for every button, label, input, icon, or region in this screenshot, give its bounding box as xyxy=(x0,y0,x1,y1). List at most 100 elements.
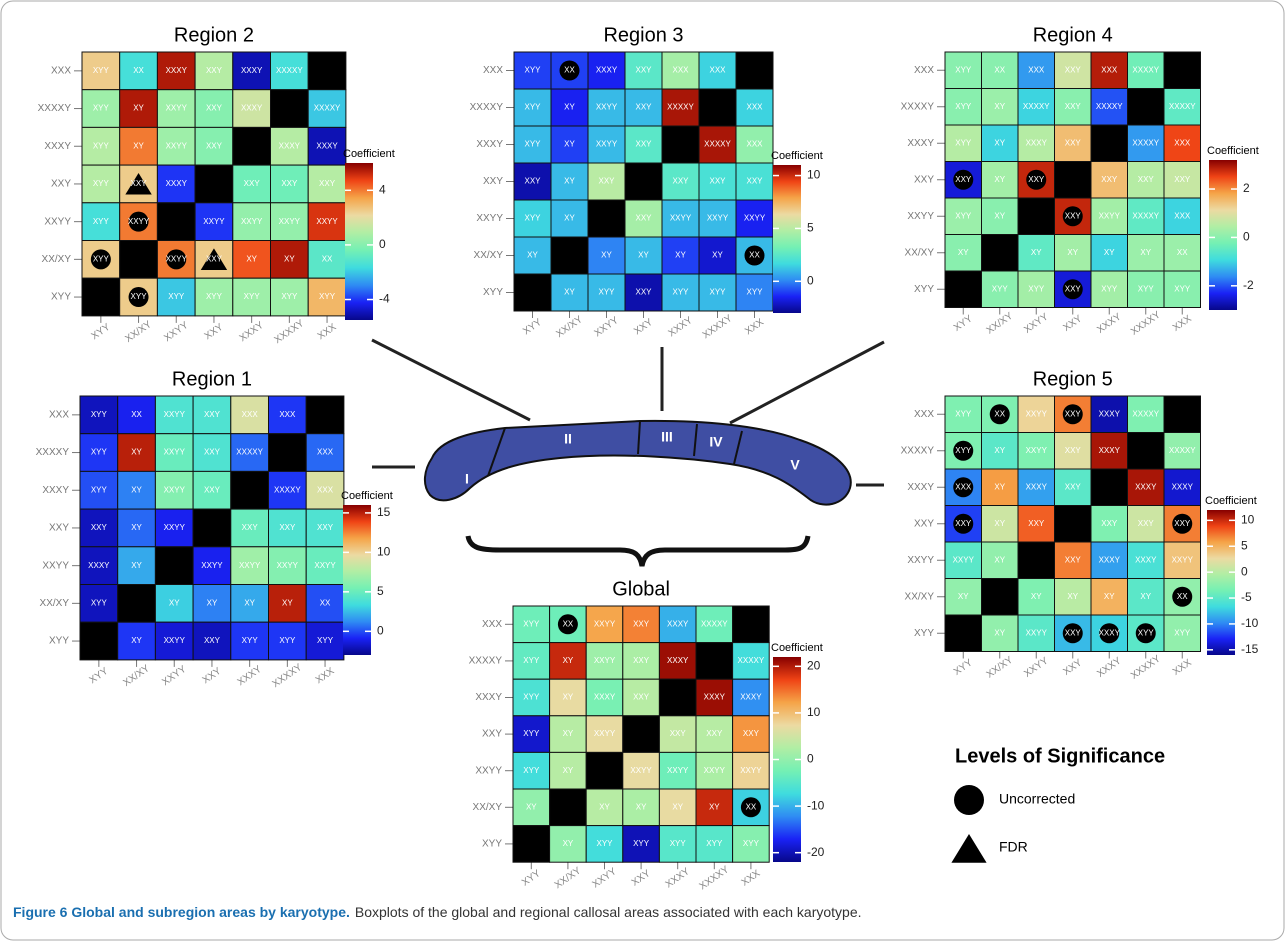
cell-label: XXY xyxy=(206,66,223,75)
cell-label: XXXY xyxy=(316,141,338,150)
cell-label: XY xyxy=(994,519,1005,528)
cell-label: XYY xyxy=(1101,284,1118,293)
cell-label: XXY xyxy=(672,177,689,186)
row-label: XXY xyxy=(482,729,502,740)
heatmap-cell xyxy=(1164,52,1201,89)
row-label: XXXXY xyxy=(36,447,70,458)
heatmap-cell xyxy=(588,200,625,237)
cell-label: XXYY xyxy=(740,766,762,775)
cell-label: XY xyxy=(672,802,683,811)
cell-label: XXY xyxy=(635,214,652,223)
row-label: XXX xyxy=(49,409,69,420)
cell-label: XY xyxy=(636,802,647,811)
cell-label: XXXXY xyxy=(1096,102,1123,111)
cell-label: XXY xyxy=(91,523,108,532)
colorbar xyxy=(1209,160,1237,310)
heatmap-cell xyxy=(699,89,736,126)
heatmap-cell xyxy=(157,203,195,241)
col-label: XXYY xyxy=(590,866,618,891)
cell-label: XXX xyxy=(709,66,726,75)
colorbar-tick-label: 5 xyxy=(807,221,814,235)
cell-label: XXXXY xyxy=(1132,65,1159,74)
cell-label: XY xyxy=(131,561,142,570)
cell-label: XYY xyxy=(633,839,650,848)
cell-label: XXYY xyxy=(239,561,261,570)
cell-label: XXY xyxy=(955,519,972,528)
row-label: XXX xyxy=(914,65,934,76)
cell-label: XXX xyxy=(279,410,296,419)
col-label: XYY xyxy=(520,868,543,889)
cell-label: XXYY xyxy=(164,636,186,645)
cell-label: XYY xyxy=(524,214,541,223)
row-label: XXYY xyxy=(907,211,934,222)
heatmap-cell xyxy=(1128,433,1165,470)
colorbar-title: Coefficient xyxy=(771,642,823,654)
heatmap-cell xyxy=(1164,396,1201,433)
col-label: XXXY xyxy=(238,320,266,345)
row-label: XXXY xyxy=(476,139,503,150)
cell-label: XX xyxy=(133,66,144,75)
colorbar-tick-label: -4 xyxy=(379,292,390,306)
cell-label: XY xyxy=(994,211,1005,220)
cell-label: XXYY xyxy=(279,217,301,226)
row-label: XXXY xyxy=(44,141,71,152)
cell-label: XXXY xyxy=(1099,628,1121,637)
cell-label: XXY xyxy=(635,103,652,112)
row-label: XXXY xyxy=(42,485,69,496)
cell-label: XY xyxy=(526,802,537,811)
cell-label: XYY xyxy=(598,288,615,297)
cell-label: XXY xyxy=(1101,175,1118,184)
cell-label: XYY xyxy=(93,179,110,188)
cell-label: XYY xyxy=(206,292,223,301)
legend-marker xyxy=(954,785,984,815)
cell-label: XY xyxy=(246,254,257,263)
cell-label: XYY xyxy=(955,409,972,418)
cell-label: XXXY xyxy=(1026,482,1048,491)
cell-label: XY xyxy=(1104,248,1115,257)
cell-label: XY xyxy=(958,592,969,601)
cell-label: XYY xyxy=(279,636,296,645)
col-label: XYY xyxy=(90,322,113,343)
cell-label: XXYY xyxy=(166,254,188,263)
colorbar-title: Coefficient xyxy=(1205,495,1257,507)
heatmap-cell xyxy=(118,585,156,623)
cell-label: XXY xyxy=(204,410,221,419)
cell-label: XXXY xyxy=(166,179,188,188)
cell-label: XYY xyxy=(709,288,726,297)
cell-label: XX xyxy=(994,409,1005,418)
cell-label: XY xyxy=(169,598,180,607)
cell-label: XYY xyxy=(672,288,689,297)
cell-label: XXY xyxy=(1065,555,1082,564)
heatmap-cell xyxy=(514,274,551,311)
colorbar-title: Coefficient xyxy=(341,490,393,502)
row-label: XXXXY xyxy=(470,102,504,113)
col-label: XXXY xyxy=(666,315,694,340)
cell-label: XYY xyxy=(93,141,110,150)
caption: Figure 6 Global and subregion areas by k… xyxy=(13,904,862,920)
cell-label: XXX xyxy=(1174,138,1191,147)
cell-label: XXXXY xyxy=(1023,102,1050,111)
row-label: XXYY xyxy=(475,765,502,776)
cell-label: XXXY xyxy=(1172,482,1194,491)
cell-label: XXXXY xyxy=(667,103,694,112)
cell-label: XX xyxy=(563,619,574,628)
region-label: II xyxy=(564,431,572,447)
cell-label: XXYY xyxy=(201,561,223,570)
row-label: XX/XY xyxy=(473,802,503,813)
cell-label: XY xyxy=(564,177,575,186)
heatmap-cell xyxy=(733,606,770,643)
cell-label: XXXY xyxy=(241,104,263,113)
row-label: XYY xyxy=(482,839,502,850)
cell-label: XXY xyxy=(204,485,221,494)
heatmap-cell xyxy=(1055,162,1092,199)
cell-label: XXX xyxy=(1174,211,1191,220)
cell-label: XXY xyxy=(743,729,760,738)
cell-label: XXY xyxy=(206,104,223,113)
cell-label: XXXY xyxy=(1026,138,1048,147)
cell-label: XYY xyxy=(955,65,972,74)
col-label: XXX xyxy=(316,322,339,343)
cell-label: XXXY xyxy=(594,693,616,702)
cell-label: XYY xyxy=(242,636,259,645)
col-label: XXYY xyxy=(1022,655,1050,680)
chart-title: Region 1 xyxy=(172,368,252,390)
